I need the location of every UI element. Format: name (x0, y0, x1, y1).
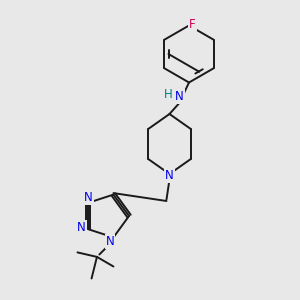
Text: H: H (164, 88, 173, 101)
Text: N: N (175, 90, 184, 103)
Text: N: N (165, 169, 174, 182)
Text: N: N (106, 236, 114, 248)
Text: N: N (84, 191, 93, 204)
Text: F: F (189, 17, 196, 31)
Text: N: N (77, 221, 86, 234)
